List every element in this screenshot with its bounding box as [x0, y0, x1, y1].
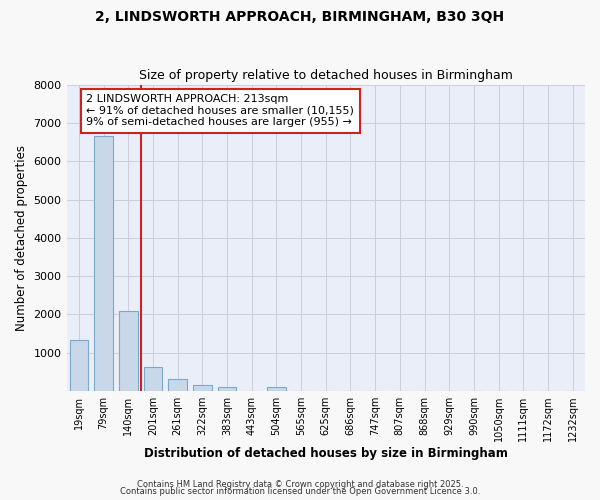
Bar — [267, 388, 286, 391]
Y-axis label: Number of detached properties: Number of detached properties — [15, 145, 28, 331]
Bar — [169, 379, 187, 391]
Bar — [94, 136, 113, 391]
Bar — [218, 387, 236, 391]
Bar — [119, 310, 137, 391]
X-axis label: Distribution of detached houses by size in Birmingham: Distribution of detached houses by size … — [144, 447, 508, 460]
Bar — [143, 366, 162, 391]
Text: 2, LINDSWORTH APPROACH, BIRMINGHAM, B30 3QH: 2, LINDSWORTH APPROACH, BIRMINGHAM, B30 … — [95, 10, 505, 24]
Text: Contains HM Land Registry data © Crown copyright and database right 2025.: Contains HM Land Registry data © Crown c… — [137, 480, 463, 489]
Text: Contains public sector information licensed under the Open Government Licence 3.: Contains public sector information licen… — [120, 488, 480, 496]
Bar — [193, 385, 212, 391]
Title: Size of property relative to detached houses in Birmingham: Size of property relative to detached ho… — [139, 69, 513, 82]
Text: 2 LINDSWORTH APPROACH: 213sqm
← 91% of detached houses are smaller (10,155)
9% o: 2 LINDSWORTH APPROACH: 213sqm ← 91% of d… — [86, 94, 354, 128]
Bar — [70, 340, 88, 391]
